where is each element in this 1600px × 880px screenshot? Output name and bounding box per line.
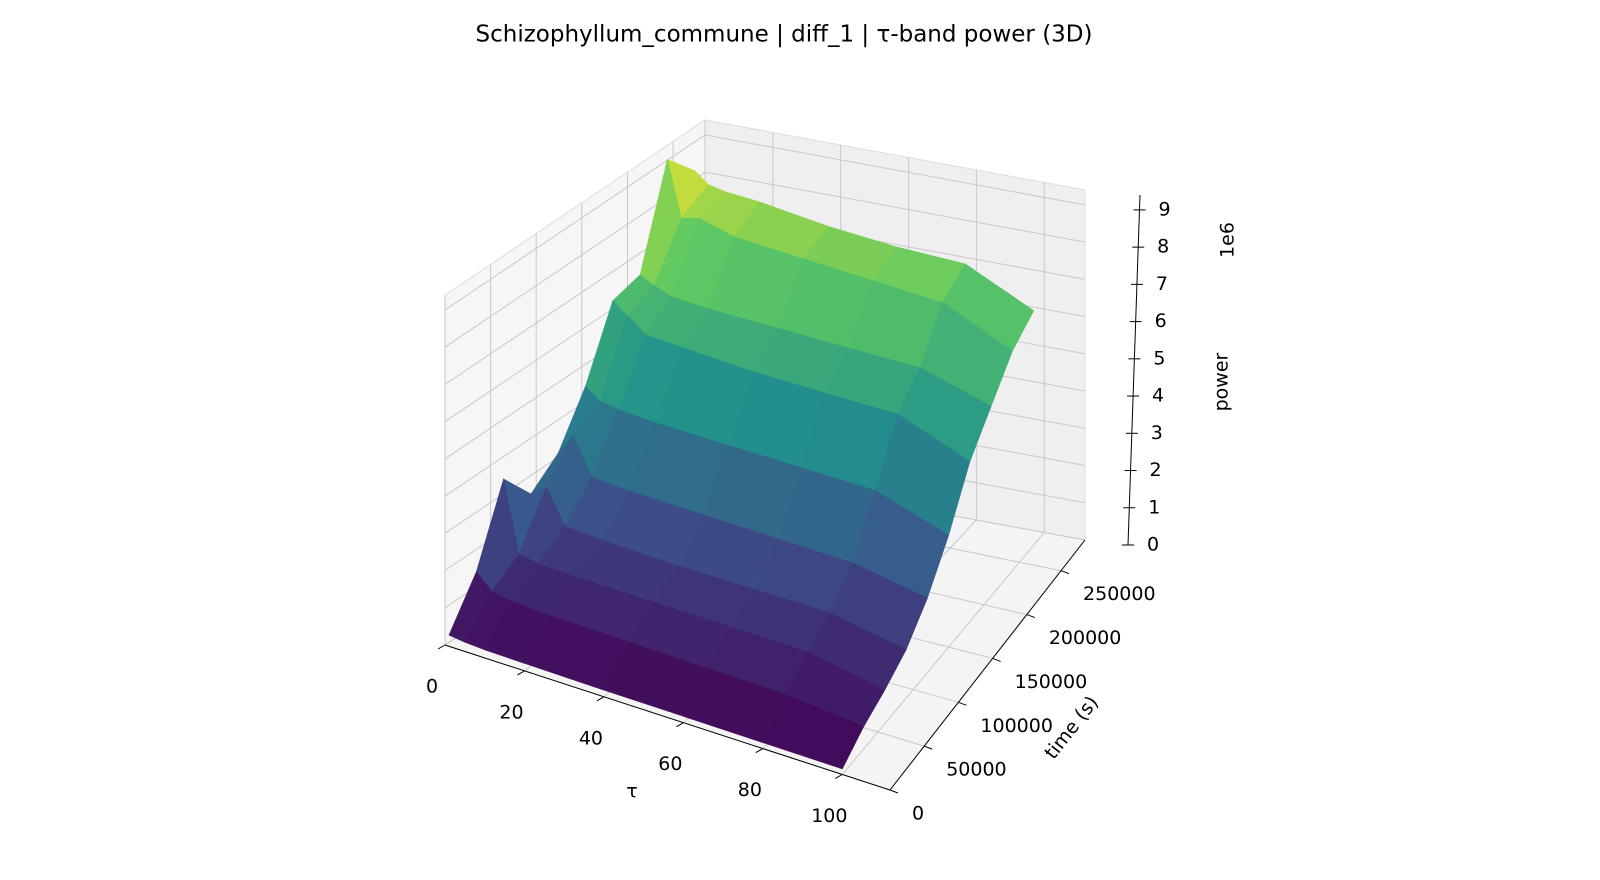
y-tick (889, 789, 899, 794)
z-tick-label: 3 (1151, 422, 1163, 444)
z-tick-label: 7 (1156, 273, 1168, 295)
y-tick (958, 701, 967, 706)
z-tick-label: 2 (1150, 459, 1162, 481)
x-axis-line (444, 644, 891, 791)
x-tick (437, 644, 446, 650)
chart-title: Schizophyllum_commune | diff_1 | τ-band … (476, 22, 1093, 48)
grid-line (444, 134, 1086, 311)
x-tick (596, 696, 605, 702)
x-tick-label: 80 (738, 779, 762, 801)
y-tick-label: 100000 (980, 715, 1053, 737)
x-tick (517, 670, 525, 676)
z-tick-label: 6 (1155, 310, 1167, 332)
x-axis-label: τ (626, 781, 637, 803)
x-tick-label: 0 (426, 676, 438, 698)
y-tick (1026, 614, 1036, 619)
y-tick-label: 250000 (1083, 583, 1156, 605)
z-tick-label: 0 (1147, 534, 1159, 556)
x-tick (835, 774, 843, 779)
x-tick-label: 40 (579, 727, 603, 749)
z-tick-label: 8 (1157, 236, 1169, 258)
y-tick (924, 745, 933, 750)
z-offset-label: 1e6 (1217, 222, 1239, 258)
y-tick-label: 0 (912, 803, 924, 825)
y-tick-label: 50000 (946, 759, 1006, 781)
y-tick (992, 657, 1001, 662)
x-tick (755, 748, 764, 754)
z-tick-label: 1 (1148, 496, 1160, 518)
y-tick-label: 200000 (1049, 627, 1122, 649)
y-axis-line (889, 539, 1086, 791)
y-tick (1060, 570, 1070, 575)
z-tick-label: 4 (1152, 385, 1164, 407)
x-tick-label: 20 (499, 701, 523, 723)
z-axis-label: power (1211, 352, 1233, 411)
surface-patch (762, 694, 865, 770)
x-tick-label: 60 (658, 753, 682, 775)
x-tick (676, 722, 684, 728)
z-tick-label: 9 (1158, 198, 1170, 220)
grid-line (444, 171, 1086, 348)
z-tick-label: 5 (1153, 347, 1165, 369)
x-tick-label: 100 (811, 805, 847, 827)
z-axis-line (1127, 194, 1141, 546)
y-tick-label: 150000 (1015, 671, 1088, 693)
